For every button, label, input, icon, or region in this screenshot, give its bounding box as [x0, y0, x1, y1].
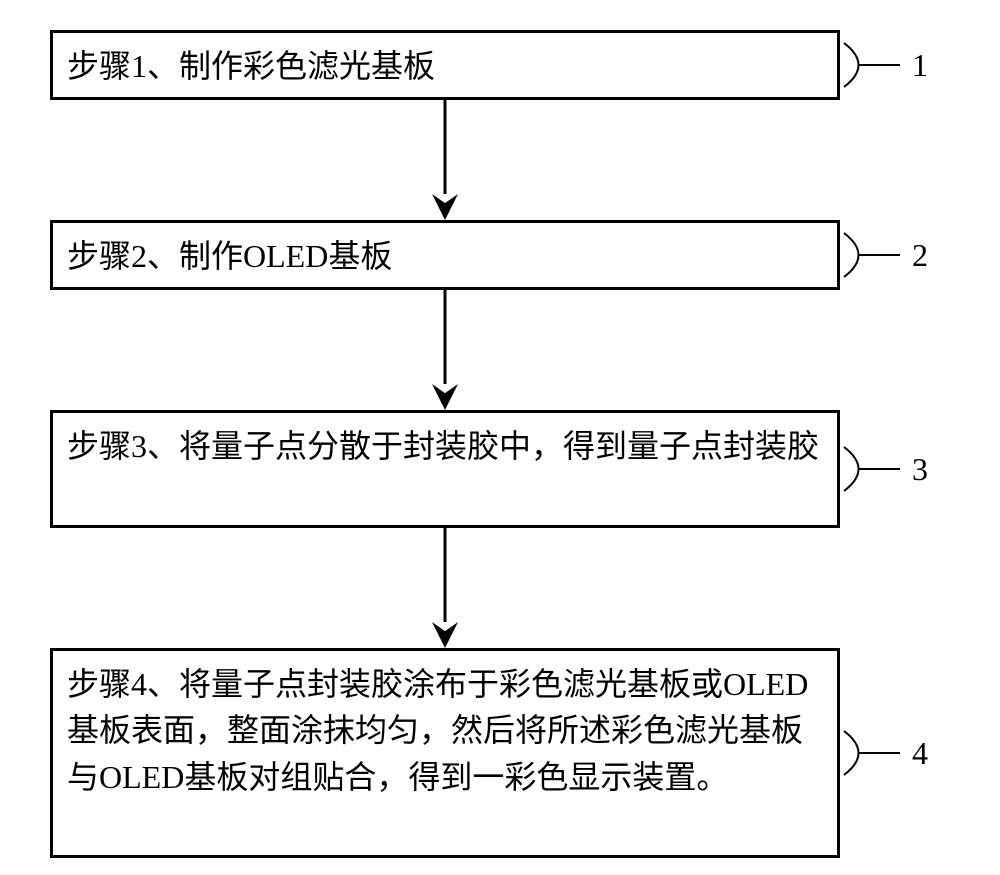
flowchart-node-text: 步骤3、将量子点分散于封装胶中，得到量子点封装胶	[67, 423, 819, 469]
flowchart-node-text: 步骤2、制作OLED基板	[67, 233, 392, 279]
leader-line	[840, 231, 900, 279]
flow-arrow	[419, 100, 471, 220]
flowchart-node-n3: 步骤3、将量子点分散于封装胶中，得到量子点封装胶	[50, 410, 840, 528]
flowchart-node-text: 步骤1、制作彩色滤光基板	[67, 43, 435, 89]
leader-line	[840, 41, 900, 89]
leader-line	[840, 729, 900, 777]
flow-arrow	[419, 290, 471, 410]
flowchart-canvas: 步骤1、制作彩色滤光基板 1 步骤2、制作OLED基板 2 步骤3、将量子点分散于封装胶…	[0, 0, 1000, 875]
node-label: 3	[912, 451, 928, 488]
node-label: 4	[912, 735, 928, 772]
flowchart-node-n4: 步骤4、将量子点封装胶涂布于彩色滤光基板或OLED基板表面，整面涂抹均匀，然后将…	[50, 648, 840, 858]
flow-arrow	[419, 528, 471, 648]
flowchart-node-n1: 步骤1、制作彩色滤光基板	[50, 30, 840, 100]
leader-line	[840, 445, 900, 493]
flowchart-node-n2: 步骤2、制作OLED基板	[50, 220, 840, 290]
node-label: 1	[912, 47, 928, 84]
node-label: 2	[912, 237, 928, 274]
flowchart-node-text: 步骤4、将量子点封装胶涂布于彩色滤光基板或OLED基板表面，整面涂抹均匀，然后将…	[67, 661, 823, 800]
